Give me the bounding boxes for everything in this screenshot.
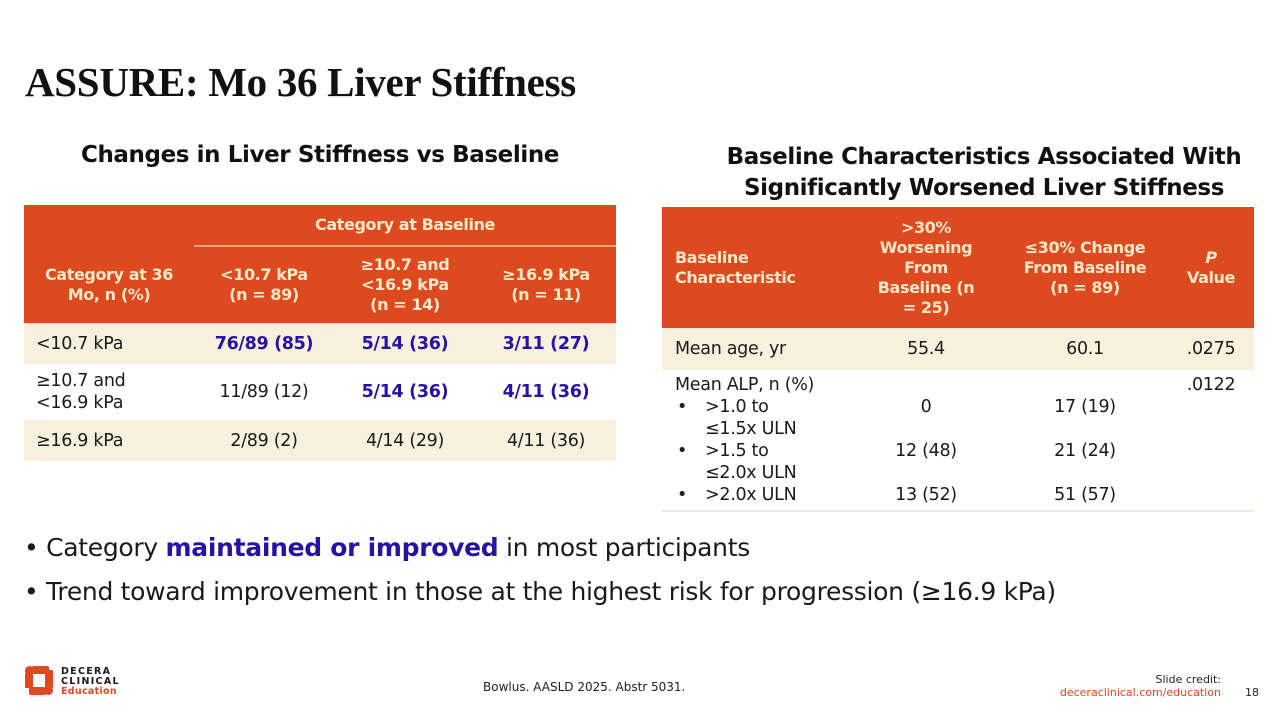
row-label: Mean age, yr <box>675 339 786 359</box>
col-header-lt10-7: <10.7 kPa (n = 89) <box>194 247 334 323</box>
slide-title: ASSURE: Mo 36 Liver Stiffness <box>25 59 576 105</box>
col-header-line: (n = 11) <box>511 285 581 304</box>
table-row: Mean ALP, n (%) >1.0 to ≤1.5x ULN >1.5 t… <box>662 370 1254 512</box>
group-header-label: Category at Baseline <box>194 205 617 247</box>
liver-stiffness-change-table: Category at 36 Mo, n (%) Category at Bas… <box>24 205 617 461</box>
col-header-value: Value <box>1186 267 1236 287</box>
table-cell: 4/11 (36) <box>506 430 586 451</box>
table-cell: .0122 <box>1168 370 1254 512</box>
table-cell: 12 (48) <box>895 441 957 461</box>
row-label: <10.7 kPa <box>36 333 124 354</box>
table-cell: 21 (24) <box>1054 441 1116 461</box>
baseline-characteristics-table: Baseline Characteristic >30% Worsening F… <box>662 207 1254 512</box>
logo-line: DECERA <box>61 666 112 677</box>
alp-worsening-cell: 0 12 (48) 13 (52) <box>850 370 1002 512</box>
col-header-stable: ≤30% Change From Baseline (n = 89) <box>1002 207 1168 328</box>
table-cell: 60.1 <box>1066 339 1104 359</box>
col-header-label: Baseline Characteristic <box>675 247 796 287</box>
bullet-text: Trend toward improvement in those at the… <box>46 577 1056 606</box>
row-header-category-36mo: Category at 36 Mo, n (%) <box>24 205 194 323</box>
table-cell: 17 (19) <box>1054 397 1116 417</box>
table-row: ≥10.7 and <16.9 kPa 11/89 (12) 5/14 (36)… <box>24 364 616 420</box>
table-cell: 2/89 (2) <box>230 430 298 451</box>
heading-line: Baseline Characteristics Associated With <box>726 144 1242 170</box>
table-cell: 4/14 (29) <box>365 430 445 451</box>
table-row: ≥16.9 kPa 2/89 (2) 4/14 (29) 4/11 (36) <box>24 420 617 461</box>
table-cell: 55.4 <box>907 339 945 359</box>
credit-link[interactable]: deceraclinical.com/education <box>1059 686 1221 699</box>
col-header-ge16-9: ≥16.9 kPa (n = 11) <box>476 247 617 323</box>
table-cell: 13 (52) <box>895 485 957 505</box>
slide-credit: Slide credit: deceraclinical.com/educati… <box>1060 673 1221 699</box>
alp-stable-cell: 17 (19) 21 (24) 51 (57) <box>1002 370 1168 512</box>
bullet-text: in most participants <box>498 533 750 562</box>
table-row: <10.7 kPa 76/89 (85) 5/14 (36) 3/11 (27) <box>24 323 617 364</box>
left-table-heading: Changes in Liver Stiffness vs Baseline <box>80 142 560 168</box>
row-header-label: Category at 36 Mo, n (%) <box>44 265 174 304</box>
table-cell: 51 (57) <box>1054 485 1116 505</box>
col-header-label: ≤30% Change From Baseline (n = 89) <box>1023 237 1147 297</box>
col-header-label: >30% Worsening From Baseline (n = 25) <box>877 217 975 317</box>
bullet-highlight: maintained or improved <box>165 533 499 562</box>
table-cell: .0275 <box>1186 339 1236 359</box>
col-header-line: ≥10.7 and <box>360 255 450 274</box>
col-header-line: <10.7 kPa <box>220 265 308 284</box>
bullet-item: Category maintained or improved in most … <box>24 526 1056 570</box>
table-cell: 4/11 (36) <box>502 382 590 402</box>
row-label: Mean ALP, n (%) <box>675 375 815 395</box>
list-item: >1.5 to ≤2.0x ULN <box>675 440 825 484</box>
group-header-baseline: Category at Baseline <box>194 205 617 247</box>
decera-logo-text: DECERA CLINICAL Education <box>61 667 120 697</box>
row-label-text: ≥10.7 and <16.9 kPa <box>36 371 126 413</box>
table-cell: 5/14 (36) <box>361 382 449 402</box>
table-cell: 0 <box>920 397 932 417</box>
list-item: >2.0x ULN <box>675 484 825 506</box>
page-number: 18 <box>1245 686 1259 699</box>
heading-line: Significantly Worsened Liver Stiffness <box>744 175 1224 201</box>
table-cell: 76/89 (85) <box>214 333 314 354</box>
alp-label-cell: Mean ALP, n (%) >1.0 to ≤1.5x ULN >1.5 t… <box>662 370 850 512</box>
row-label: ≥16.9 kPa <box>36 430 124 451</box>
table-cell: 5/14 (36) <box>361 333 449 354</box>
table-cell: 11/89 (12) <box>219 382 309 402</box>
col-header-10-7-to-16-9: ≥10.7 and <16.9 kPa (n = 14) <box>334 247 476 323</box>
logo-line: Education <box>61 686 117 697</box>
col-header-worsening: >30% Worsening From Baseline (n = 25) <box>850 207 1002 328</box>
table-row: Mean age, yr 55.4 60.1 .0275 <box>662 328 1254 370</box>
alp-sublist: >1.0 to ≤1.5x ULN >1.5 to ≤2.0x ULN >2.0… <box>675 396 844 506</box>
logo-line: CLINICAL <box>61 676 120 687</box>
col-header-line: <16.9 kPa <box>361 275 449 294</box>
decera-logo-icon <box>25 666 53 695</box>
col-header-line: (n = 14) <box>370 295 440 314</box>
col-header-line: ≥16.9 kPa <box>502 265 590 284</box>
credit-label: Slide credit: <box>1155 673 1222 686</box>
key-findings: Category maintained or improved in most … <box>24 526 1056 614</box>
col-header-characteristic: Baseline Characteristic <box>662 207 850 328</box>
row-label: ≥10.7 and <16.9 kPa <box>24 364 194 420</box>
table-cell: 3/11 (27) <box>502 333 590 354</box>
col-header-p-value: P Value <box>1168 207 1254 328</box>
list-item: >1.0 to ≤1.5x ULN <box>675 396 825 440</box>
right-table-heading: Baseline Characteristics Associated With… <box>688 142 1280 204</box>
bullet-text: Category <box>46 533 166 562</box>
col-header-p: P <box>1205 247 1217 267</box>
citation: Bowlus. AASLD 2025. Abstr 5031. <box>483 680 686 694</box>
col-header-line: (n = 89) <box>229 285 299 304</box>
bullet-item: Trend toward improvement in those at the… <box>24 570 1056 614</box>
